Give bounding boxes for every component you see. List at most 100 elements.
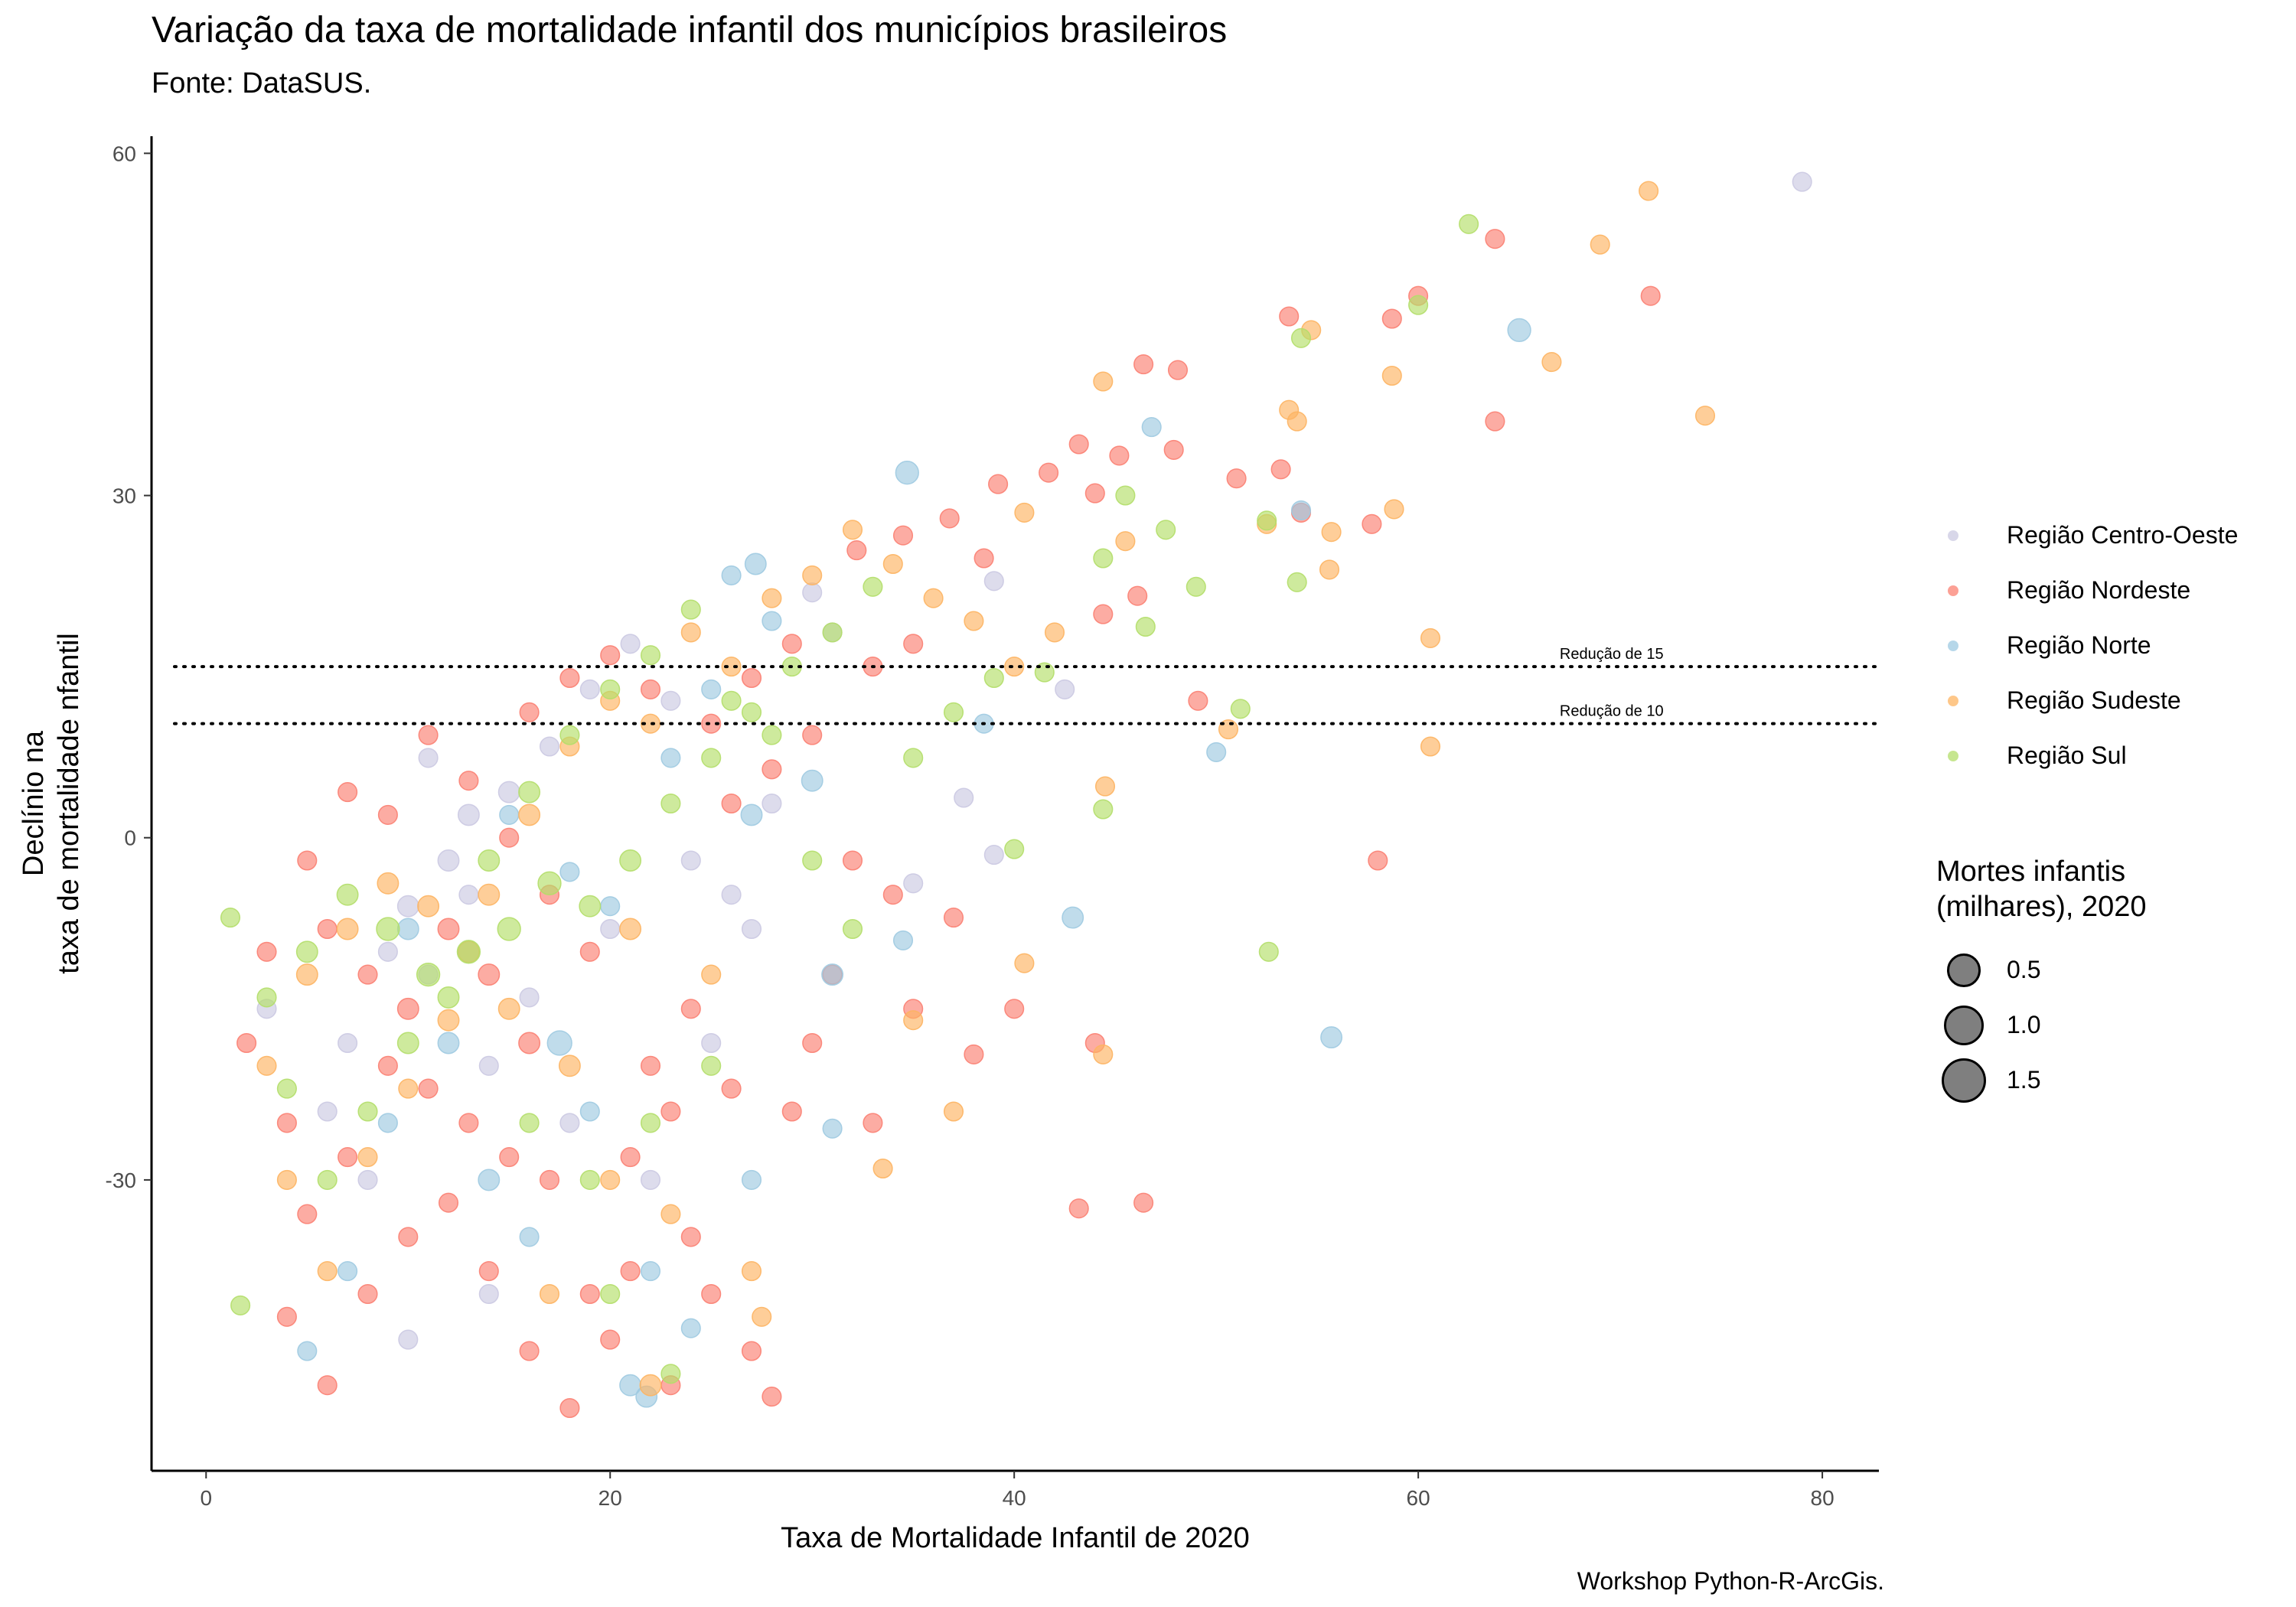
data-point — [398, 1329, 419, 1350]
data-point — [537, 871, 562, 895]
data-point — [802, 725, 823, 745]
data-point — [418, 1078, 439, 1099]
data-point — [781, 1101, 802, 1122]
data-point — [863, 576, 883, 597]
data-point — [954, 787, 974, 808]
data-point — [1258, 941, 1279, 962]
data-point — [1044, 622, 1065, 643]
data-point — [600, 918, 621, 940]
data-point — [762, 725, 782, 745]
data-point — [983, 845, 1004, 865]
data-point — [619, 849, 642, 872]
data-point — [518, 804, 541, 826]
data-point — [640, 1169, 661, 1190]
data-point — [1290, 500, 1312, 520]
data-point — [600, 1329, 621, 1350]
y-tick-label: 0 — [124, 826, 136, 850]
data-point — [1319, 559, 1340, 580]
data-point — [964, 611, 984, 631]
data-point — [802, 582, 823, 603]
legend-label: Região Nordeste — [2007, 576, 2191, 604]
data-point — [1590, 234, 1610, 255]
data-point — [620, 1147, 641, 1168]
data-point — [660, 690, 681, 711]
data-point — [680, 850, 701, 871]
data-point — [802, 565, 823, 585]
data-point — [579, 1283, 600, 1305]
data-point — [377, 1055, 398, 1076]
data-point — [1133, 1192, 1154, 1213]
data-point — [741, 1261, 762, 1282]
data-point — [1459, 214, 1479, 234]
data-point — [579, 679, 600, 699]
data-point — [943, 1101, 964, 1122]
data-point — [1270, 459, 1291, 480]
data-point — [579, 1101, 600, 1122]
data-point — [680, 622, 701, 643]
data-point — [620, 634, 641, 654]
data-point — [1694, 406, 1716, 426]
data-point — [1167, 360, 1189, 380]
legend-swatch — [1948, 696, 1958, 706]
data-point — [600, 1283, 621, 1305]
data-point — [338, 1147, 358, 1168]
legend-swatch — [1948, 530, 1958, 541]
data-point — [1485, 411, 1505, 432]
data-point — [1639, 181, 1659, 201]
data-point — [680, 999, 701, 1019]
data-point — [317, 1169, 338, 1190]
data-point — [499, 1147, 520, 1168]
data-point — [317, 1101, 338, 1122]
data-point — [680, 1227, 701, 1247]
data-point — [600, 1169, 621, 1190]
size-legend-label: 0.5 — [2007, 956, 2041, 983]
x-tick-label: 80 — [1811, 1486, 1835, 1510]
data-point — [579, 1169, 600, 1190]
data-point — [660, 793, 681, 814]
x-tick-label: 60 — [1407, 1486, 1430, 1510]
data-point — [1362, 513, 1382, 534]
data-point — [600, 896, 621, 917]
data-point — [923, 588, 944, 608]
data-point — [559, 725, 580, 745]
data-point — [802, 1032, 823, 1054]
data-point — [499, 827, 520, 848]
data-point — [396, 918, 419, 940]
data-point — [1230, 699, 1251, 719]
data-point — [1004, 999, 1025, 1019]
series-4 — [220, 214, 1479, 1384]
data-point — [801, 769, 823, 792]
data-point — [338, 1261, 358, 1282]
data-point — [437, 849, 460, 872]
data-point — [458, 771, 479, 791]
data-point — [1093, 1044, 1114, 1064]
data-point — [822, 622, 843, 643]
data-point — [1290, 328, 1312, 348]
data-point — [336, 883, 359, 906]
data-point — [863, 1113, 883, 1133]
data-point — [1206, 742, 1227, 762]
data-point — [579, 895, 602, 918]
data-point — [752, 1306, 772, 1327]
legend-swatch — [1948, 585, 1958, 596]
data-point — [744, 553, 767, 575]
x-tick-label: 20 — [598, 1486, 622, 1510]
data-point — [1226, 468, 1247, 489]
data-point — [276, 1169, 297, 1190]
data-point — [1093, 371, 1114, 392]
data-point — [660, 1101, 681, 1122]
data-point — [1084, 483, 1105, 504]
data-point — [1287, 411, 1307, 432]
data-point — [1039, 462, 1059, 483]
data-point — [497, 997, 520, 1020]
data-point — [317, 918, 338, 940]
data-point — [276, 1306, 297, 1327]
data-point — [872, 1158, 893, 1179]
data-point — [660, 1364, 681, 1384]
series-1 — [236, 229, 1661, 1419]
data-point — [336, 918, 359, 940]
y-axis-label: Declínio na taxa de mortalidade nfantil — [18, 633, 85, 974]
data-point — [539, 1169, 560, 1190]
data-point — [497, 917, 521, 941]
data-point — [357, 1101, 378, 1122]
